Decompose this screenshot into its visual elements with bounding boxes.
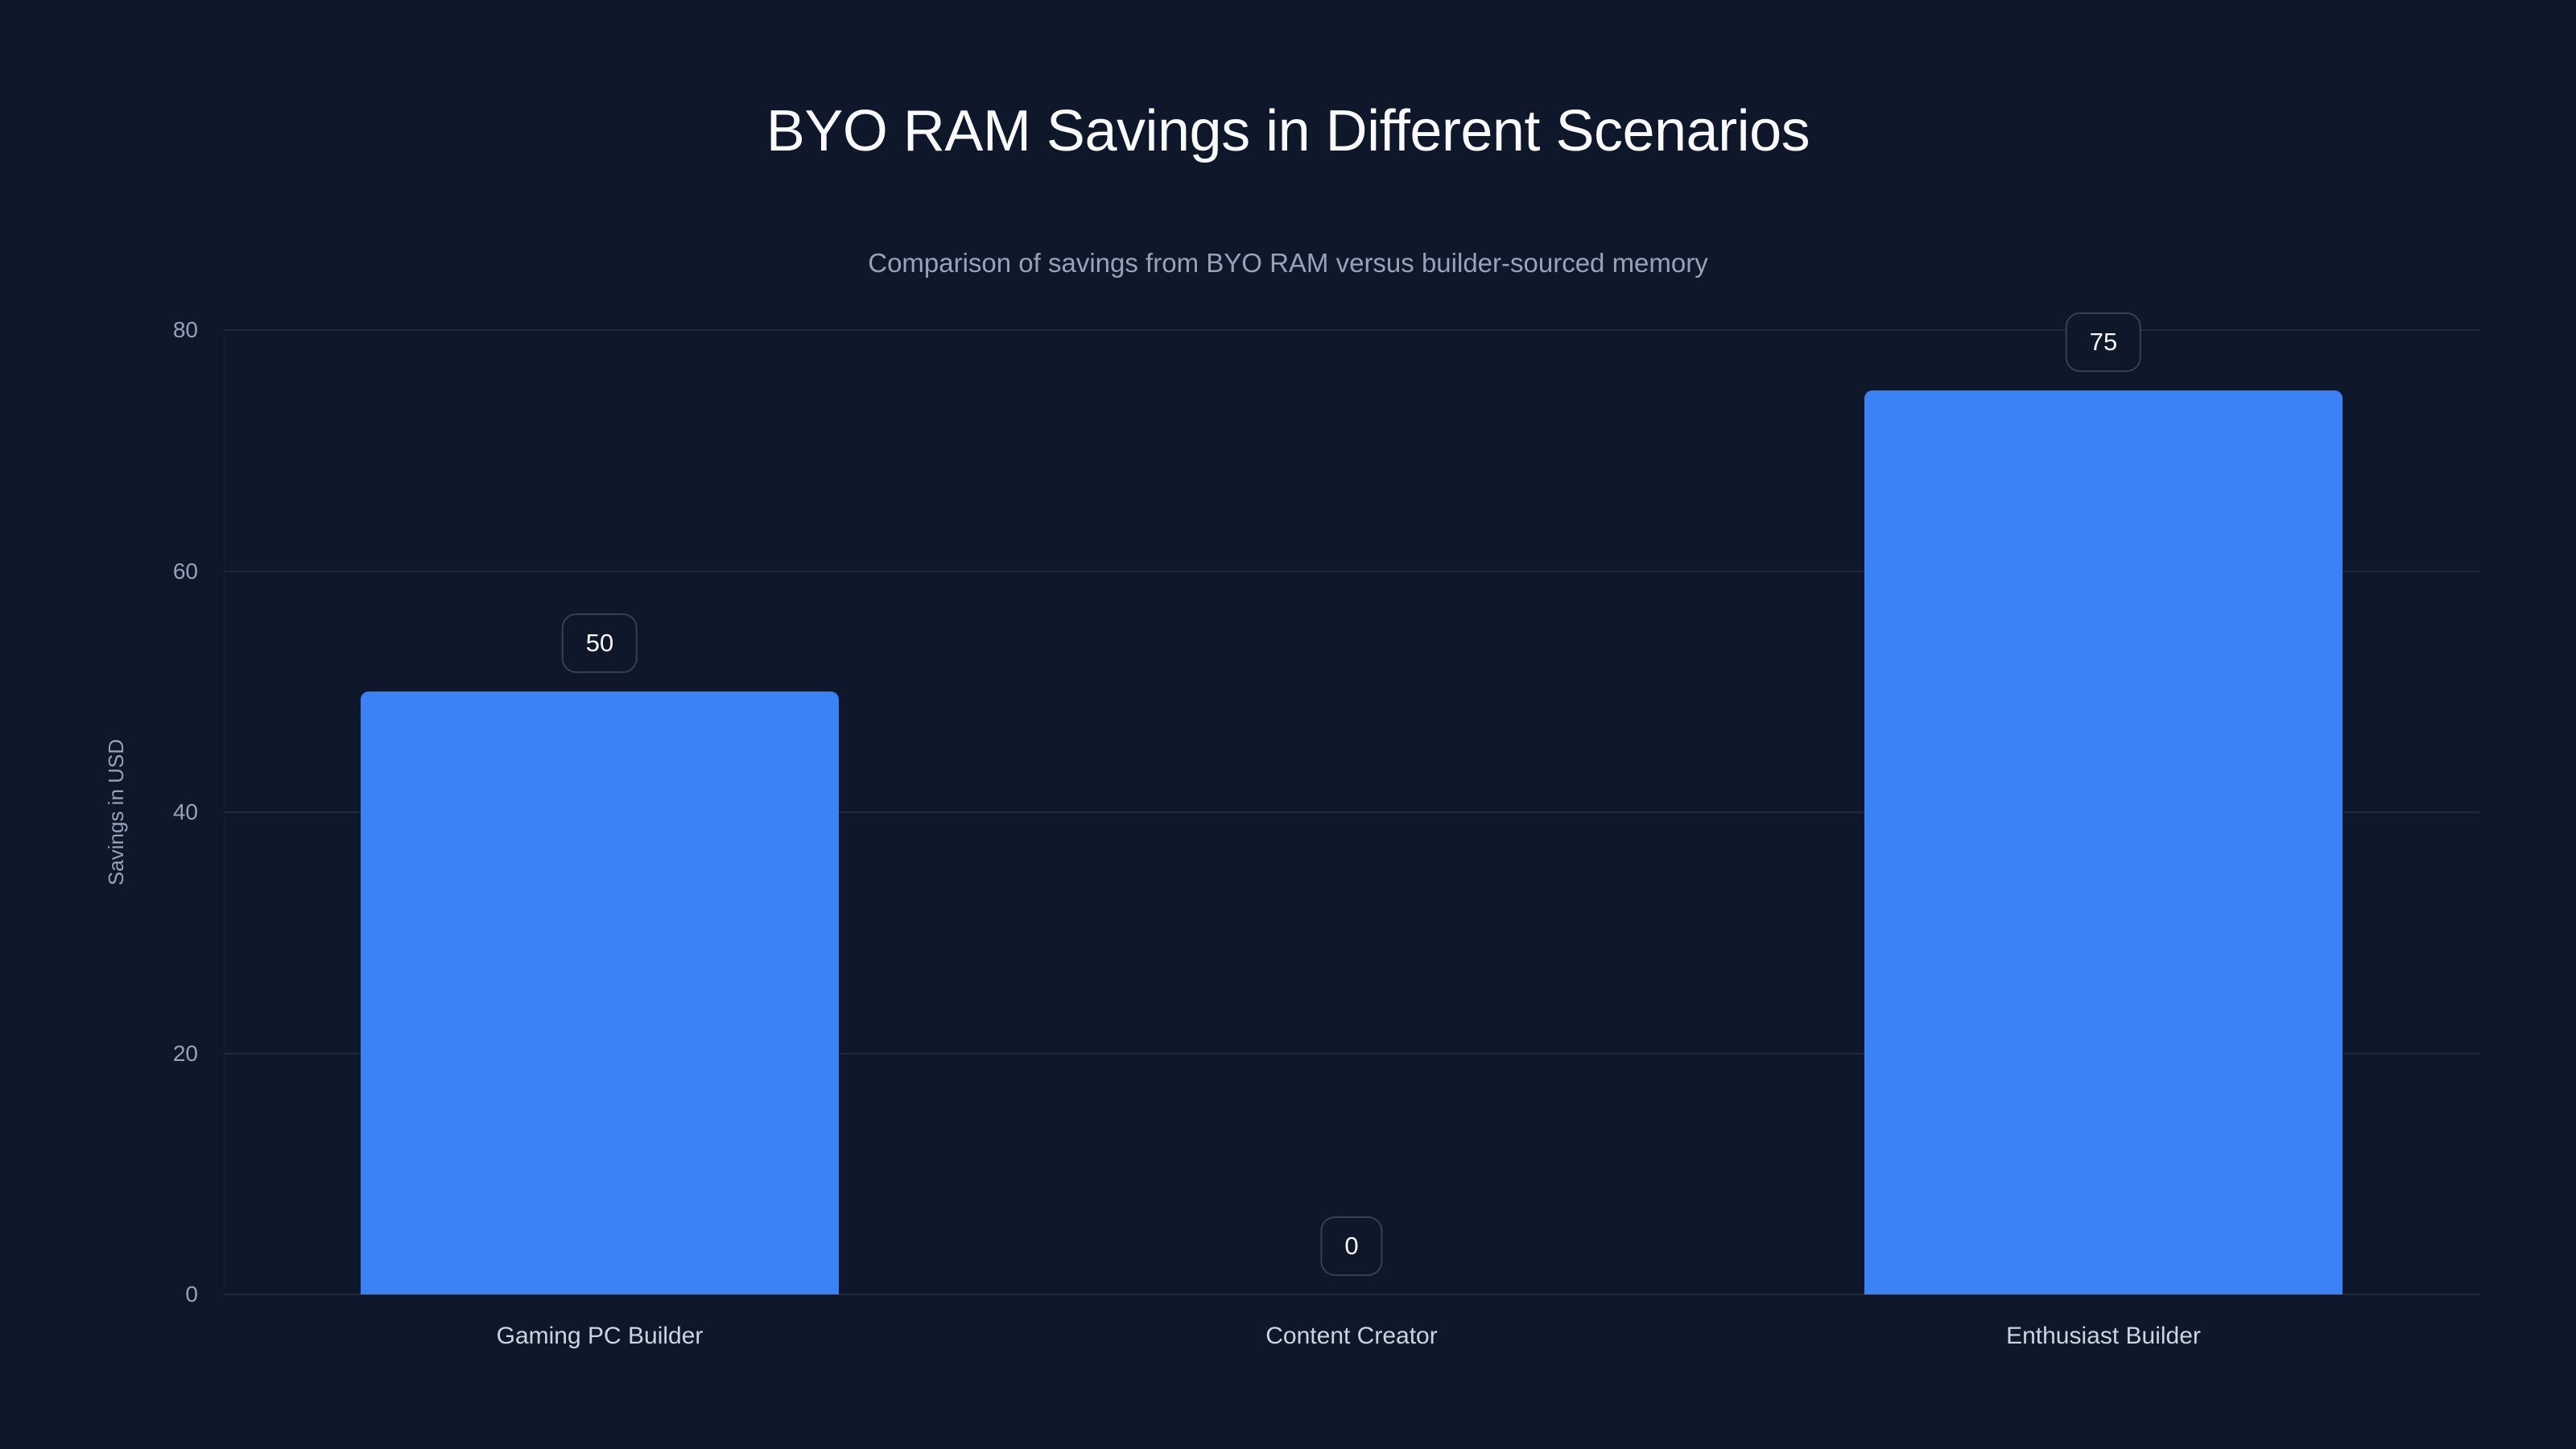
y-tick-label: 20 — [172, 1040, 198, 1066]
y-tick-label: 0 — [185, 1282, 198, 1307]
value-label: 50 — [561, 613, 638, 674]
gridline — [224, 811, 2479, 813]
plot-area: 50 0 75 — [224, 312, 2479, 1295]
chart-title: BYO RAM Savings in Different Scenarios — [766, 99, 1810, 163]
x-tick-label: Enthusiast Builder — [2006, 1323, 2201, 1349]
gridline — [224, 1294, 2479, 1295]
gridline — [224, 1052, 2479, 1055]
bar[interactable] — [360, 691, 840, 1294]
gridline — [224, 329, 2479, 331]
y-tick-label: 80 — [172, 317, 198, 342]
bar[interactable] — [1864, 390, 2343, 1294]
x-tick-label: Gaming PC Builder — [496, 1323, 704, 1349]
chart-subtitle: Comparison of savings from BYO RAM versu… — [868, 248, 1708, 278]
value-label: 0 — [1320, 1216, 1383, 1276]
gridline — [224, 570, 2479, 572]
value-label: 75 — [2065, 312, 2142, 372]
y-axis-label: Savings in USD — [104, 738, 128, 886]
y-tick-label: 60 — [172, 558, 198, 584]
x-tick-label: Content Creator — [1265, 1323, 1438, 1349]
y-tick-label: 40 — [172, 799, 198, 824]
